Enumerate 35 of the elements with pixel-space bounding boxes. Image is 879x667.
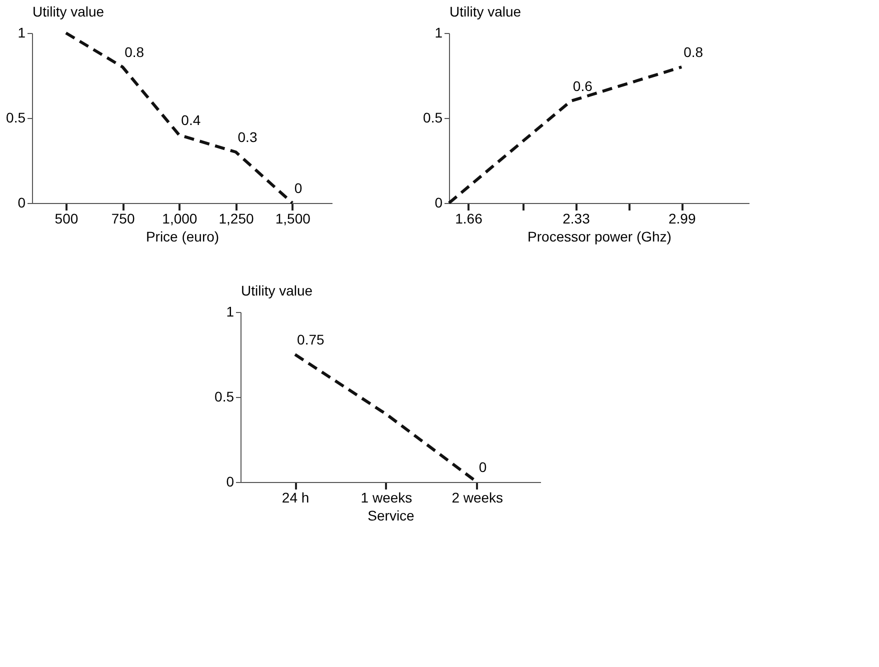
- x-axis-title: Price (euro): [146, 228, 220, 244]
- data-label: 0.8: [124, 44, 144, 60]
- x-tick-label: 24 h: [282, 490, 310, 506]
- y-tick-label: 0: [18, 194, 26, 210]
- y-tick-label: 0: [434, 194, 443, 210]
- y-tick-label: 1: [434, 24, 443, 40]
- y-tick-label: 0.5: [214, 388, 234, 404]
- y-tick-label: 0: [226, 474, 234, 490]
- x-axis-title: Processor power (Ghz): [528, 228, 672, 244]
- line-series: [64, 32, 294, 204]
- data-label: 0: [478, 459, 487, 475]
- x-tick-label: 2.33: [562, 210, 590, 226]
- data-label: 0.6: [572, 78, 593, 94]
- x-tick-label: 750: [111, 210, 135, 226]
- y-axis-title: Utility value: [32, 4, 104, 20]
- x-tick-label: 2.99: [668, 210, 696, 226]
- data-label: 0.4: [181, 112, 201, 128]
- x-axis-title: Service: [368, 508, 415, 524]
- y-tick-label: 0.5: [423, 110, 443, 126]
- y-axis-title: Utility value: [450, 4, 522, 20]
- data-label: 0.8: [684, 44, 704, 60]
- y-axis-title: Utility value: [241, 282, 313, 298]
- x-tick-label: 2 weeks: [452, 490, 504, 506]
- y-tick-label: 1: [226, 304, 234, 320]
- x-tick-label: 1,250: [218, 210, 254, 226]
- x-tick-label: 1 weeks: [360, 490, 412, 506]
- data-label: 0.3: [238, 129, 258, 145]
- x-tick-label: 500: [54, 210, 78, 226]
- data-label: 0.75: [297, 332, 325, 348]
- y-tick-label: 0.5: [6, 110, 26, 126]
- x-tick-label: 1.66: [455, 210, 483, 226]
- data-label: 0: [294, 180, 302, 196]
- x-tick-label: 1,000: [162, 210, 198, 226]
- y-tick-label: 1: [18, 24, 26, 40]
- x-tick-label: 1,500: [275, 210, 311, 226]
